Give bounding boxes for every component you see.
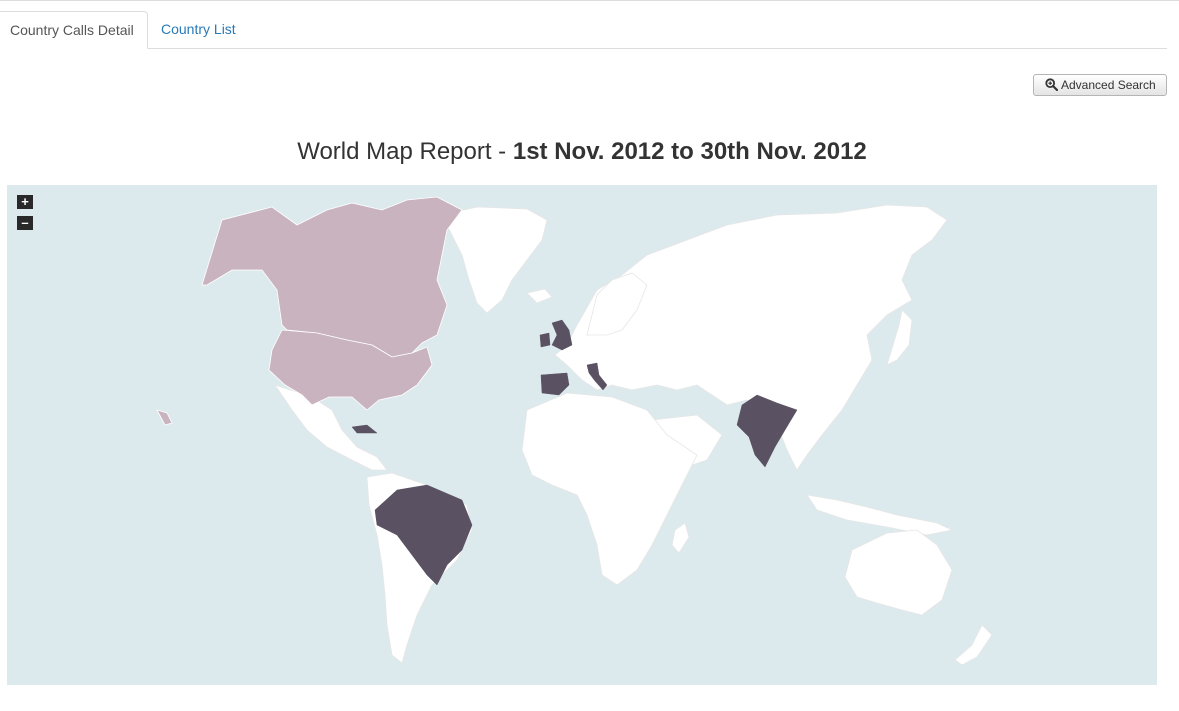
advanced-search-label: Advanced Search [1061,78,1156,92]
zoom-in-icon [1045,78,1058,92]
map-region-cuba [351,424,378,434]
zoom-out-button[interactable]: – [17,216,33,230]
report-date-range: 1st Nov. 2012 to 30th Nov. 2012 [512,138,867,165]
map-region-madagascar [671,522,690,554]
map-region-canada-alaska [201,196,463,358]
map-region-united-kingdom [551,319,573,351]
map-region-spain [540,372,570,396]
zoom-in-button[interactable]: + [17,195,33,209]
map-region-japan [886,309,913,366]
report-title-prefix: World Map Report - [297,138,513,165]
map-region-eurasia [554,204,948,471]
map-region-mexico-central-america [274,384,388,471]
map-region-ireland [539,332,551,348]
map-region-indonesia [806,494,954,536]
map-region-australia [844,529,953,616]
map-region-brazil [374,484,473,586]
world-map-svg [156,196,993,666]
map-region-africa [521,392,698,586]
top-rule [0,0,1179,1]
map-region-greenland [441,206,548,314]
map-region-iceland [526,288,553,304]
tab-country-list[interactable]: Country List [161,21,236,37]
report-title: World Map Report - 1st Nov. 2012 to 30th… [0,138,1164,166]
advanced-search-button[interactable]: Advanced Search [1033,74,1167,96]
world-map[interactable]: + – [7,185,1157,685]
map-region-hawaii [156,409,173,426]
tab-country-calls-detail[interactable]: Country Calls Detail [0,11,148,49]
map-region-italy [586,362,608,391]
map-region-united-states [268,329,433,411]
map-region-scandinavia [586,272,648,336]
map-region-new-zealand [954,624,993,666]
map-region-india [736,394,798,468]
tab-bar: Country Calls Detail Country List [0,11,1167,49]
